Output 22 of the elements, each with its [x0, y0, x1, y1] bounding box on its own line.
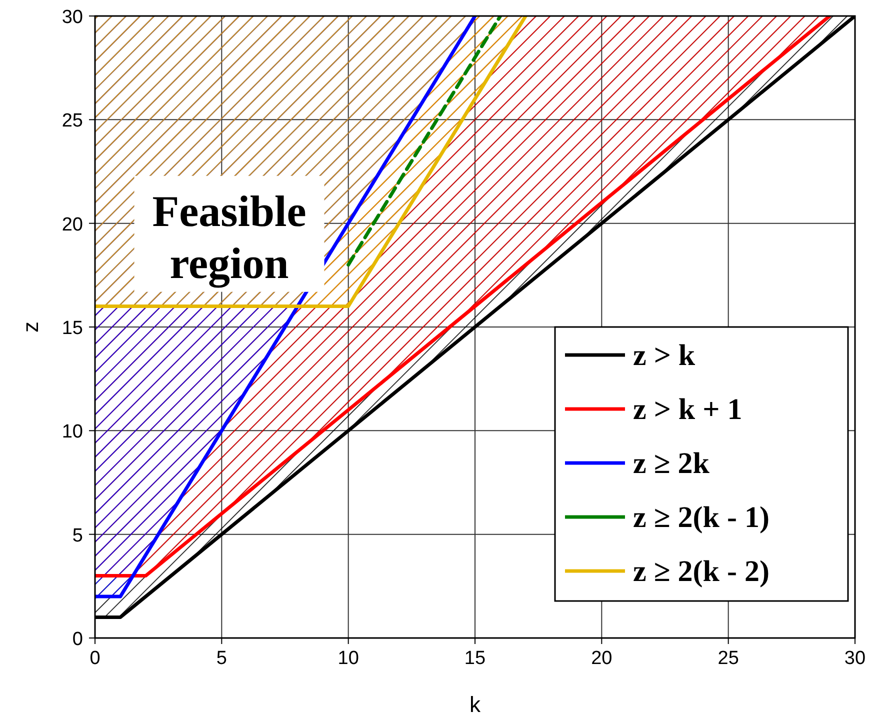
- x-tick-label: 25: [718, 648, 739, 669]
- legend-label: z ≥ 2k: [633, 447, 710, 480]
- legend-label: z ≥ 2(k - 1): [633, 501, 770, 534]
- legend-label: z > k: [633, 339, 696, 372]
- y-tick-label: 30: [62, 7, 83, 28]
- y-tick-label: 15: [62, 318, 83, 339]
- x-tick-label: 20: [591, 648, 612, 669]
- y-axis-title: z: [18, 322, 43, 332]
- x-tick-label: 0: [90, 648, 100, 669]
- y-tick-label: 25: [62, 110, 83, 132]
- y-tick-label: 10: [62, 422, 83, 443]
- annotation: Feasible region: [152, 186, 306, 288]
- x-tick-label: 5: [216, 648, 227, 669]
- x-tick-label: 10: [338, 648, 359, 669]
- y-tick-label: 0: [72, 629, 83, 650]
- x-axis-title: k: [470, 692, 482, 717]
- x-tick-label: 30: [844, 648, 866, 669]
- x-tick-label: 15: [464, 648, 486, 669]
- y-tick-label: 20: [62, 214, 83, 236]
- legend-label: z ≥ 2(k - 2): [633, 555, 770, 588]
- legend-label: z > k + 1: [633, 393, 742, 426]
- y-tick-label: 5: [72, 525, 83, 546]
